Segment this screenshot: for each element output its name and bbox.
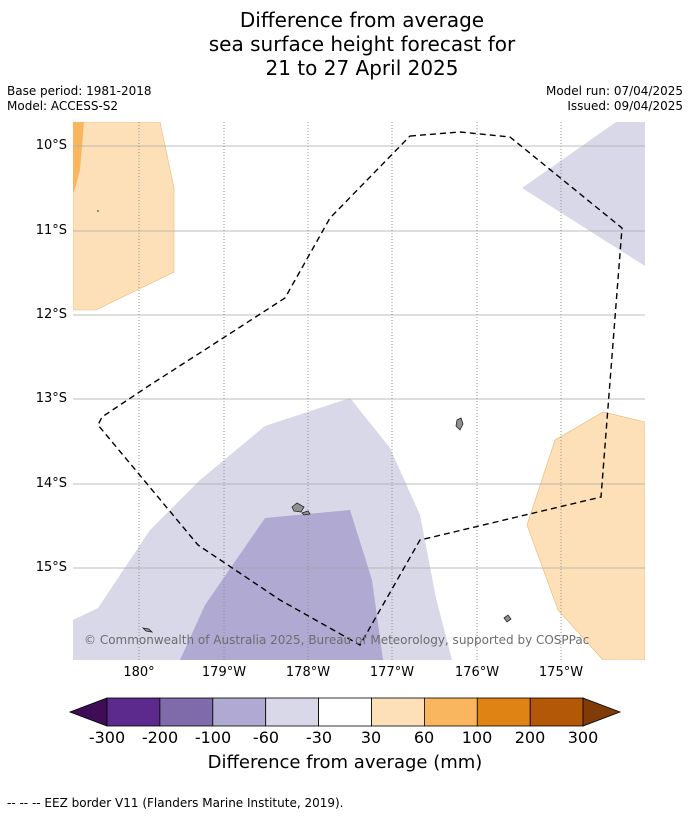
lon-label-178w: 178°W bbox=[285, 665, 331, 680]
meta-left: Base period: 1981-2018 Model: ACCESS-S2 bbox=[7, 84, 152, 114]
lat-label-15s: 15°S bbox=[35, 560, 67, 575]
cb-label-5: -30 bbox=[305, 728, 333, 747]
lat-label-10s: 10°S bbox=[35, 138, 67, 153]
anomaly-dot bbox=[97, 210, 99, 212]
colorbar-swatch-30_60 bbox=[371, 697, 425, 727]
colorbar-swatch--100_-60 bbox=[212, 697, 267, 727]
anomaly-region-30-60-se bbox=[526, 411, 645, 660]
island-5 bbox=[141, 627, 154, 633]
lat-label-12s: 12°S bbox=[35, 307, 67, 322]
colorbar-swatch-200_300 bbox=[529, 697, 584, 727]
island-1 bbox=[455, 417, 464, 431]
island-3 bbox=[301, 510, 311, 516]
lat-label-14s: 14°S bbox=[35, 476, 67, 491]
lon-label-177w: 177°W bbox=[369, 665, 415, 680]
colorbar-swatch--30_30 bbox=[318, 697, 372, 727]
chart-title: Difference from average sea surface heig… bbox=[0, 8, 690, 80]
title-line-1: Difference from average bbox=[239, 8, 485, 32]
cb-label-6: 30 bbox=[360, 728, 382, 747]
gridlines bbox=[73, 122, 645, 660]
lon-label-179w: 179°W bbox=[201, 665, 247, 680]
lon-label-180: 180° bbox=[123, 665, 155, 680]
cb-label-9: 200 bbox=[514, 728, 546, 747]
colorbar-high-extension bbox=[582, 697, 622, 727]
title-line-3: 21 to 27 April 2025 bbox=[265, 56, 459, 80]
meta-right: Model run: 07/04/2025 Issued: 09/04/2025 bbox=[546, 84, 683, 114]
island-2 bbox=[291, 502, 305, 513]
lat-label-13s: 13°S bbox=[35, 391, 67, 406]
cb-label-3: -100 bbox=[194, 728, 232, 747]
colorbar-swatch--300_-200 bbox=[106, 697, 161, 727]
cb-label-2: -200 bbox=[141, 728, 179, 747]
lat-label-11s: 11°S bbox=[35, 223, 67, 238]
colorbar-swatch-100_200 bbox=[476, 697, 531, 727]
cb-label-10: 300 bbox=[567, 728, 599, 747]
lon-label-175w: 175°W bbox=[538, 665, 584, 680]
anomaly-region-minus30-60-ne bbox=[522, 122, 645, 266]
eez-legend-note: -- -- -- EEZ border V11 (Flanders Marine… bbox=[7, 796, 344, 810]
eez-border bbox=[97, 131, 623, 646]
cb-label-1: -300 bbox=[88, 728, 126, 747]
model-run: Model run: 07/04/2025 bbox=[545, 84, 683, 98]
island-4 bbox=[503, 614, 512, 623]
copyright-notice: © Commonwealth of Australia 2025, Bureau… bbox=[84, 633, 590, 647]
colorbar bbox=[68, 697, 622, 727]
colorbar-low-extension bbox=[68, 697, 108, 727]
cb-label-8: 100 bbox=[461, 728, 493, 747]
anomaly-region-minus60-100-s bbox=[180, 510, 383, 660]
colorbar-swatch--200_-100 bbox=[159, 697, 214, 727]
cb-label-4: -60 bbox=[252, 728, 280, 747]
issued-date: Issued: 09/04/2025 bbox=[567, 99, 683, 113]
colorbar-swatches bbox=[106, 697, 584, 727]
map-area bbox=[73, 122, 645, 660]
title-line-2: sea surface height forecast for bbox=[208, 32, 516, 56]
lon-label-176w: 176°W bbox=[454, 665, 500, 680]
colorbar-title: Difference from average (mm) bbox=[207, 752, 483, 773]
anomaly-region-60-100-nw bbox=[73, 122, 84, 192]
colorbar-swatch-60_100 bbox=[423, 697, 478, 727]
base-period: Base period: 1981-2018 bbox=[7, 84, 152, 98]
anomaly-region-30-60-nw bbox=[73, 122, 175, 311]
cb-label-7: 60 bbox=[413, 728, 435, 747]
model-name: Model: ACCESS-S2 bbox=[7, 99, 119, 113]
colorbar-swatch--60_-30 bbox=[265, 697, 320, 727]
